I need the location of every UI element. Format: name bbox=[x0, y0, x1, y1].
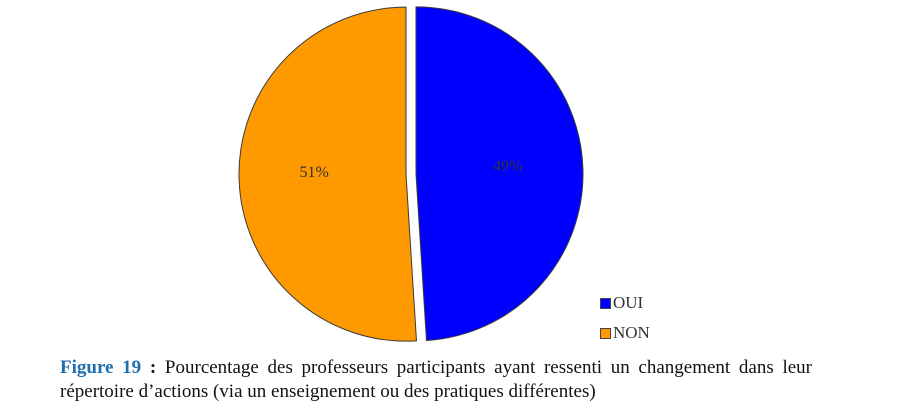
pie-chart: 49% 51% bbox=[238, 6, 584, 342]
figure-label: Figure 19 bbox=[60, 357, 142, 378]
caption-separator: : bbox=[141, 357, 165, 378]
legend-swatch-oui bbox=[600, 297, 611, 309]
legend-label-oui: OUI bbox=[613, 293, 644, 312]
pie-slice-oui bbox=[415, 6, 584, 342]
data-label-oui: 49% bbox=[493, 158, 522, 175]
pie-slice-non bbox=[238, 6, 418, 342]
legend-label-non: NON bbox=[613, 323, 650, 342]
legend-item-oui: OUI bbox=[600, 293, 643, 313]
figure-caption: Figure 19 : Pourcentage des professeurs … bbox=[60, 356, 812, 404]
caption-text: Pourcentage des professeurs participants… bbox=[60, 357, 812, 402]
legend-item-non: NON bbox=[600, 323, 650, 343]
data-label-non: 51% bbox=[300, 164, 329, 181]
legend-swatch-non bbox=[600, 327, 611, 339]
